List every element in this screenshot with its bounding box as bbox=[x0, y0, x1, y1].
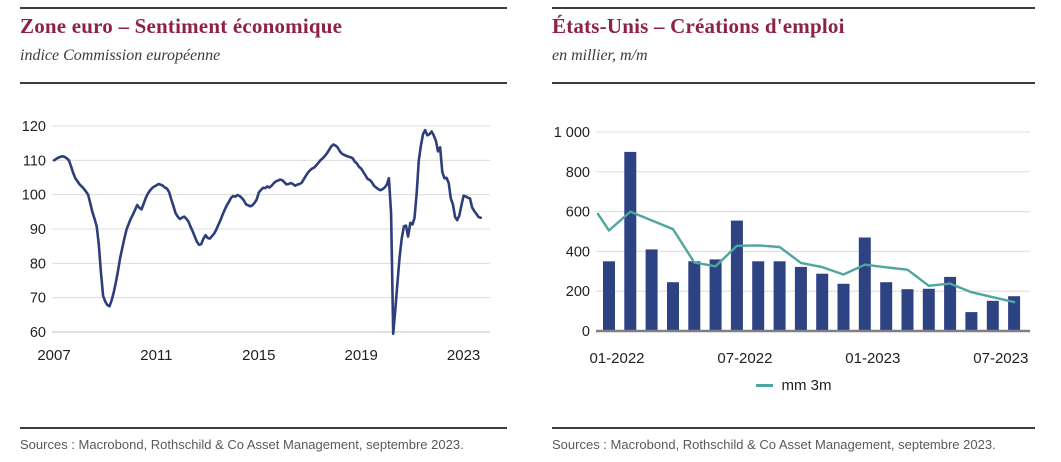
svg-text:0: 0 bbox=[582, 324, 590, 340]
separator-line-foot bbox=[552, 427, 1035, 429]
svg-text:2007: 2007 bbox=[37, 347, 70, 364]
separator-line-top bbox=[20, 7, 507, 9]
svg-text:01-2023: 01-2023 bbox=[845, 350, 900, 367]
panel-title: États-Unis – Créations d'emploi bbox=[552, 14, 845, 38]
panel-title: Zone euro – Sentiment économique bbox=[20, 14, 343, 38]
separator-line-mid bbox=[552, 82, 1035, 84]
svg-text:2023: 2023 bbox=[447, 347, 480, 364]
panel-subtitle: en millier, m/m bbox=[552, 47, 648, 64]
us-job-creations-bar-chart: 0 200 400 600 800 1 000 01-2022 07-2022 01-2023 0… bbox=[554, 125, 1030, 367]
svg-text:07-2023: 07-2023 bbox=[973, 350, 1028, 367]
svg-text:01-2022: 01-2022 bbox=[589, 350, 644, 367]
svg-text:600: 600 bbox=[566, 205, 590, 221]
svg-text:1 000: 1 000 bbox=[554, 125, 590, 141]
panel-us-job-creations: États-Unis – Créations d'emploi en milli… bbox=[552, 0, 1035, 462]
svg-text:60: 60 bbox=[30, 325, 46, 341]
svg-text:2019: 2019 bbox=[345, 347, 378, 364]
svg-text:200: 200 bbox=[566, 284, 590, 300]
svg-text:07-2022: 07-2022 bbox=[717, 350, 772, 367]
svg-text:110: 110 bbox=[23, 153, 46, 169]
svg-text:800: 800 bbox=[566, 165, 590, 181]
separator-line-top bbox=[552, 7, 1035, 9]
svg-text:400: 400 bbox=[566, 244, 590, 260]
legend-line-swatch bbox=[755, 384, 773, 387]
legend-label: mm 3m bbox=[781, 377, 832, 394]
panel-eurozone-sentiment: Zone euro – Sentiment économique indice … bbox=[20, 0, 507, 462]
panel-subtitle: indice Commission européenne bbox=[20, 47, 221, 64]
svg-text:2015: 2015 bbox=[242, 347, 275, 364]
legend-mm3m: mm 3m bbox=[552, 377, 1035, 394]
eurozone-sentiment-line-chart: 60 70 80 90 100 110 120 2007 2011 2015 2019 2023 bbox=[22, 119, 490, 364]
svg-text:90: 90 bbox=[30, 222, 46, 238]
sources-note: Sources : Macrobond, Rothschild & Co Ass… bbox=[552, 437, 996, 452]
svg-text:70: 70 bbox=[30, 291, 46, 307]
separator-line-mid bbox=[20, 82, 507, 84]
sources-note: Sources : Macrobond, Rothschild & Co Ass… bbox=[20, 437, 464, 452]
svg-text:2011: 2011 bbox=[140, 347, 172, 364]
separator-line-foot bbox=[20, 427, 507, 429]
svg-text:100: 100 bbox=[22, 188, 46, 204]
svg-text:120: 120 bbox=[22, 119, 46, 135]
svg-text:80: 80 bbox=[30, 256, 46, 272]
